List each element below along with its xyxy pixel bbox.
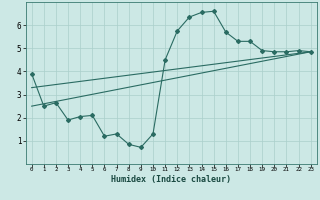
- X-axis label: Humidex (Indice chaleur): Humidex (Indice chaleur): [111, 175, 231, 184]
